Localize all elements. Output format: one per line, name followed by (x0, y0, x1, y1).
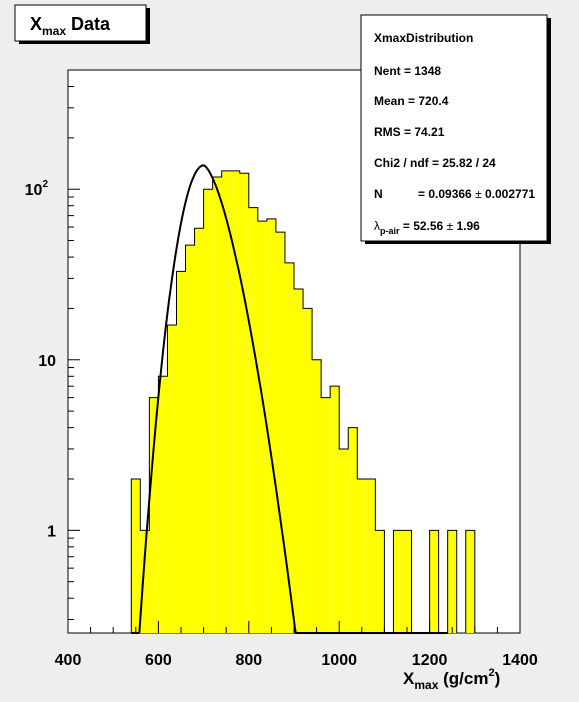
axes: 400 600 800 1000 1200 1400 1 10 102 (25, 69, 538, 669)
x-tick-label: 1400 (502, 652, 538, 669)
chart-title: Xmax Data (30, 14, 111, 38)
histogram-bar (158, 376, 168, 633)
histogram-bar (321, 397, 331, 633)
histogram-bar (294, 288, 304, 633)
x-tick-label: 800 (235, 652, 262, 669)
x-tick-label: 1200 (412, 652, 448, 669)
histogram-bar (339, 448, 349, 633)
histogram-bar (284, 262, 294, 633)
x-axis-title: Xmax (g/cm2) (403, 667, 500, 692)
histogram-bar (176, 271, 186, 633)
stats-box-frame (360, 14, 548, 242)
stats-n: N = 0.09366 ± 0.002771 (374, 187, 535, 201)
histogram-bar (429, 530, 439, 633)
stats-mean: Mean = 720.4 (374, 94, 449, 108)
histogram-bar (239, 173, 249, 633)
histogram-bar (447, 530, 457, 633)
histogram-bar (303, 308, 313, 633)
fit-curve (131, 164, 448, 634)
title-box: Xmax Data (14, 4, 150, 44)
histogram-bar (266, 218, 276, 633)
histogram-bars (131, 170, 475, 634)
histogram-bar (393, 530, 403, 633)
histogram-bar (194, 228, 204, 633)
histogram-bar (275, 232, 285, 633)
histogram-bar (257, 221, 267, 634)
histogram-bar (131, 478, 141, 633)
x-tick-label: 1000 (321, 652, 357, 669)
y-tick-label: 1 (47, 523, 56, 540)
title-box-frame (14, 4, 147, 42)
stats-box: XmaxDistribution Nent = 1348 Mean = 720.… (360, 14, 551, 244)
histogram-bar (230, 170, 240, 634)
histogram-bar (149, 397, 159, 633)
x-tick-label: 400 (55, 652, 82, 669)
histogram-bar (366, 478, 376, 633)
histogram-bar (375, 530, 385, 633)
histogram-bar (221, 170, 231, 634)
stats-lambda: λp-air = 52.56 ± 1.96 (374, 219, 480, 236)
histogram-bar (248, 207, 258, 634)
histogram-bar (357, 478, 367, 633)
y-tick-label: 102 (25, 179, 49, 199)
histogram-bar (203, 189, 213, 633)
histogram-bar (185, 245, 195, 633)
histogram-bar (465, 530, 475, 633)
histogram-bar (212, 176, 222, 633)
histogram-bar (402, 530, 412, 633)
stats-chi2: Chi2 / ndf = 25.82 / 24 (374, 156, 496, 170)
histogram-bar (167, 324, 177, 633)
histogram-bar (330, 386, 340, 633)
histogram-bar (348, 427, 358, 633)
y-tick-label: 10 (38, 353, 56, 370)
stats-rms: RMS = 74.21 (374, 125, 445, 139)
histogram-bar (312, 359, 322, 633)
stats-entries: Nent = 1348 (374, 64, 441, 78)
x-tick-label: 600 (145, 652, 172, 669)
histogram-bar (140, 530, 150, 633)
stats-name: XmaxDistribution (374, 31, 473, 45)
